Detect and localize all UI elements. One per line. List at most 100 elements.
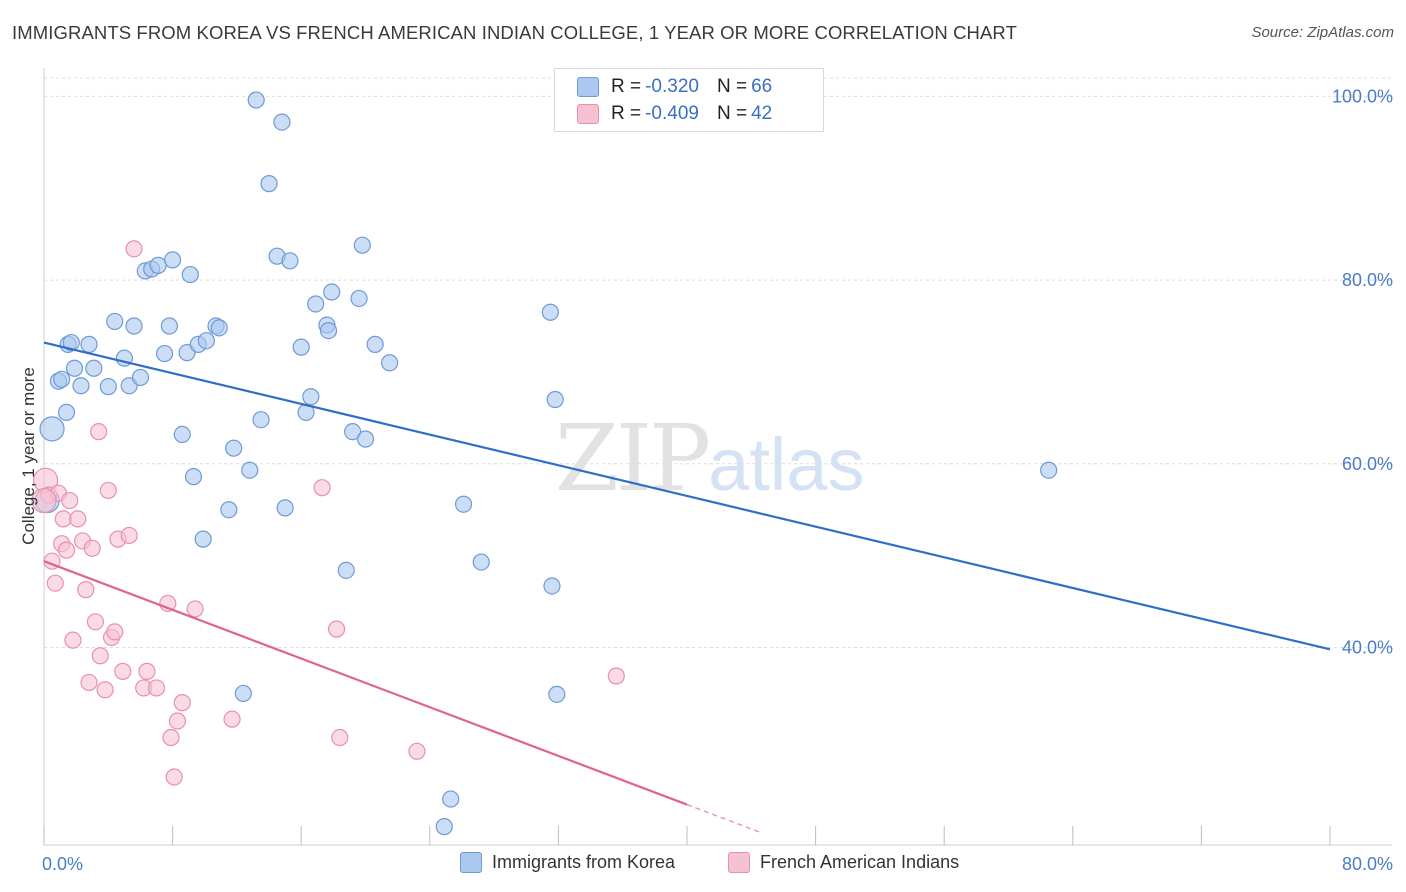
grid-lines	[44, 77, 1392, 649]
korea-point	[131, 368, 150, 387]
tick-labels: 40.0% 60.0% 80.0% 100.0% 0.0% 80.0% College, 1…	[19, 86, 1393, 874]
korea-point	[281, 252, 299, 270]
korea-swatch	[577, 77, 599, 97]
french-point	[57, 541, 76, 559]
french-point	[223, 710, 241, 728]
french-point	[77, 581, 95, 599]
french-point	[114, 662, 132, 680]
french-r-label: R =	[611, 103, 642, 124]
french-point	[162, 728, 180, 747]
french-point	[99, 481, 117, 500]
korea-point	[247, 91, 265, 109]
korea-n-value: 66	[751, 76, 773, 97]
korea-point	[260, 175, 278, 193]
french-point	[408, 742, 426, 760]
french-point	[147, 679, 166, 697]
axes	[43, 68, 1392, 846]
korea-point	[53, 370, 71, 388]
french-point	[138, 662, 156, 680]
korea-point	[273, 113, 291, 131]
french-point	[46, 574, 64, 592]
korea-r-value: -0.320	[645, 76, 699, 97]
french-legend-label: French American Indians	[760, 852, 960, 872]
watermark: ZIPatlas	[555, 405, 864, 512]
french-trend-line	[43, 560, 688, 806]
watermark-zip: ZIP	[555, 405, 711, 512]
korea-trend-line	[43, 341, 1331, 651]
korea-point	[1040, 461, 1058, 479]
korea-point	[62, 333, 80, 352]
korea-point	[57, 403, 76, 421]
korea-point	[210, 319, 228, 337]
korea-r-label: R =	[611, 76, 642, 97]
legend-row-french: R = -0.409 N = 42	[577, 101, 772, 127]
korea-point	[454, 495, 473, 513]
french-r-value: -0.409	[645, 103, 699, 124]
bottom-legend-french[interactable]: French American Indians	[728, 852, 959, 873]
korea-point	[548, 685, 566, 703]
korea-point	[225, 439, 243, 457]
french-point	[91, 647, 109, 665]
french-point	[31, 487, 57, 514]
french-point	[186, 600, 204, 618]
korea-point	[220, 501, 238, 519]
trend-lines	[43, 341, 1331, 833]
korea-point	[307, 295, 325, 313]
korea-point	[85, 359, 103, 377]
korea-point	[337, 561, 355, 579]
french-point	[86, 613, 105, 631]
korea-point	[350, 289, 368, 308]
korea-point	[184, 468, 203, 486]
french-point	[168, 712, 187, 730]
y-tick-label: 40.0%	[1342, 638, 1393, 658]
korea-point	[356, 430, 375, 448]
korea-point	[72, 377, 90, 395]
korea-point	[106, 312, 124, 331]
french-swatch	[577, 104, 599, 124]
korea-point	[344, 423, 362, 441]
french-n-value: 42	[751, 103, 773, 124]
korea-point	[160, 317, 178, 335]
chart-title: IMMIGRANTS FROM KOREA VS FRENCH AMERICAN…	[12, 22, 1017, 43]
korea-n-label: N =	[716, 76, 748, 97]
korea-point	[181, 265, 199, 284]
french-point	[106, 623, 124, 641]
french-point	[607, 667, 625, 685]
correlation-legend: R = -0.320 N = 66 R = -0.409 N = 42	[554, 68, 824, 132]
french-point	[69, 510, 87, 528]
korea-point	[252, 411, 270, 429]
korea-point	[39, 416, 65, 442]
french-point	[125, 240, 143, 258]
y-tick-label: 60.0%	[1342, 454, 1393, 474]
source-label: Source: ZipAtlas.com	[1251, 24, 1394, 41]
watermark-atlas: atlas	[708, 423, 865, 506]
korea-point	[155, 344, 174, 363]
korea-point	[276, 499, 294, 517]
korea-point	[442, 790, 460, 808]
korea-point	[381, 354, 399, 372]
data-points	[31, 91, 1058, 836]
y-tick-label: 80.0%	[1342, 270, 1393, 290]
korea-point	[65, 359, 84, 377]
french-n-label: N =	[716, 103, 748, 124]
french-point	[327, 620, 346, 638]
french-point	[331, 728, 349, 747]
korea-point	[302, 388, 320, 406]
korea-point	[125, 317, 143, 335]
korea-point	[292, 338, 310, 356]
french-point	[80, 673, 98, 692]
y-axis-title: College, 1 year or more	[19, 367, 38, 545]
french-point	[173, 694, 191, 712]
korea-point	[546, 390, 564, 409]
french-point	[64, 631, 82, 649]
korea-point	[435, 818, 453, 836]
korea-point	[197, 332, 215, 350]
french-legend-swatch	[728, 852, 750, 873]
bottom-legend-korea[interactable]: Immigrants from Korea	[460, 852, 675, 873]
korea-point	[149, 256, 167, 274]
korea-point	[366, 335, 384, 353]
korea-point	[541, 303, 559, 321]
french-trend-extension	[686, 803, 760, 833]
french-point	[96, 681, 114, 699]
